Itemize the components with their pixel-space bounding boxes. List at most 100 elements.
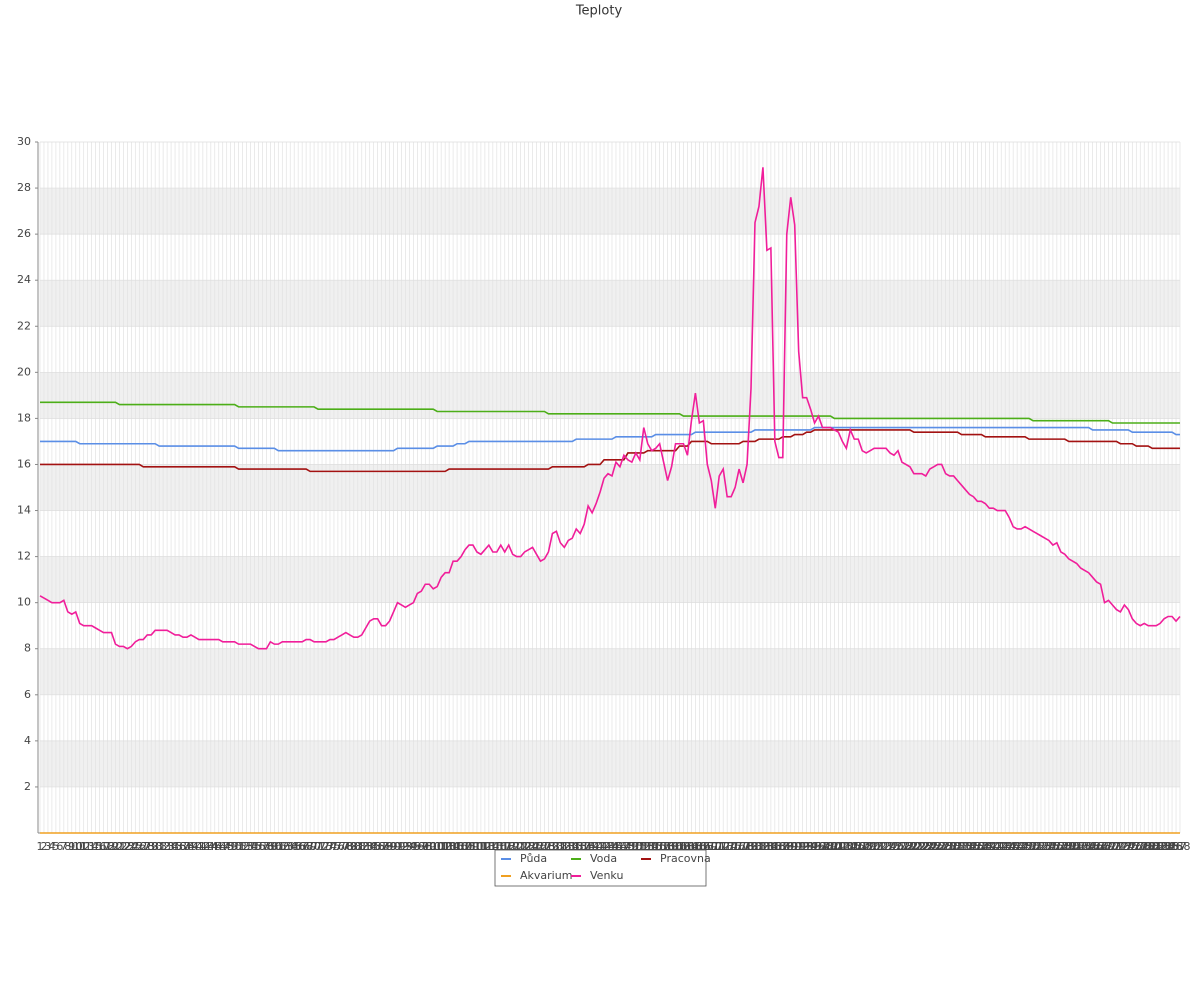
x-tick-label: 31 xyxy=(152,840,166,853)
x-tick-label: 109 xyxy=(458,840,479,853)
x-tick-label: 112 xyxy=(470,840,491,853)
x-tick-label: 91 xyxy=(390,840,404,853)
x-tick-label: 55 xyxy=(247,840,261,853)
x-tick-label: 68 xyxy=(299,840,313,853)
x-tick-label: 262 xyxy=(1066,840,1087,853)
x-tick-label: 1 xyxy=(37,840,44,853)
x-tick-label: 253 xyxy=(1030,840,1051,853)
x-tick-label: 249 xyxy=(1015,840,1036,853)
x-tick-label: 183 xyxy=(752,840,773,853)
x-tick-label: 29 xyxy=(144,840,158,853)
x-tick-label: 39 xyxy=(184,840,198,853)
x-tick-label: 229 xyxy=(935,840,956,853)
x-tick-label: 79 xyxy=(343,840,357,853)
x-tick-label: 75 xyxy=(327,840,341,853)
x-tick-label: 255 xyxy=(1038,840,1059,853)
x-tick-label: 56 xyxy=(251,840,265,853)
x-tick-label: 5 xyxy=(52,840,59,853)
x-tick-label: 83 xyxy=(359,840,373,853)
x-tick-label: 3 xyxy=(44,840,51,853)
x-tick-label: 240 xyxy=(979,840,1000,853)
y-tick-label: 10 xyxy=(17,596,31,609)
x-tick-label: 245 xyxy=(999,840,1020,853)
x-tick-label: 105 xyxy=(443,840,464,853)
x-tick-label: 47 xyxy=(216,840,230,853)
x-tick-label: 263 xyxy=(1070,840,1091,853)
x-tick-label: 52 xyxy=(236,840,250,853)
x-tick-label: 28 xyxy=(140,840,154,853)
x-tick-label: 228 xyxy=(931,840,952,853)
y-tick-label: 28 xyxy=(17,181,31,194)
x-tick-label: 252 xyxy=(1027,840,1048,853)
grid-band xyxy=(40,740,1180,787)
x-tick-label: 18 xyxy=(101,840,115,853)
x-tick-label: 65 xyxy=(287,840,301,853)
x-tick-label: 231 xyxy=(943,840,964,853)
x-tick-label: 21 xyxy=(112,840,126,853)
x-tick-label: 205 xyxy=(840,840,861,853)
x-tick-label: 201 xyxy=(824,840,845,853)
y-tick-label: 26 xyxy=(17,227,31,240)
x-tick-label: 110 xyxy=(462,840,483,853)
x-tick-label: 257 xyxy=(1046,840,1067,853)
x-tick-label: 272 xyxy=(1106,840,1127,853)
x-tick-label: 214 xyxy=(876,840,897,853)
x-tick-label: 198 xyxy=(812,840,833,853)
x-tick-label: 87 xyxy=(375,840,389,853)
x-tick-label: 282 xyxy=(1146,840,1167,853)
x-tick-label: 11 xyxy=(73,840,87,853)
x-tick-label: 177 xyxy=(729,840,750,853)
x-tick-label: 208 xyxy=(852,840,873,853)
x-tick-label: 45 xyxy=(208,840,222,853)
y-tick-label: 30 xyxy=(17,135,31,148)
x-tick-label: 77 xyxy=(335,840,349,853)
x-tick-label: 192 xyxy=(788,840,809,853)
legend-label: Voda xyxy=(590,852,617,865)
x-tick-label: 174 xyxy=(717,840,738,853)
x-tick-label: 96 xyxy=(410,840,424,853)
x-tick-label: 277 xyxy=(1126,840,1147,853)
x-tick-label: 16 xyxy=(93,840,107,853)
x-tick-label: 113 xyxy=(474,840,495,853)
grid-band xyxy=(40,464,1180,511)
x-tick-label: 36 xyxy=(172,840,186,853)
x-tick-label: 22 xyxy=(116,840,130,853)
x-tick-label: 78 xyxy=(339,840,353,853)
y-tick-label: 6 xyxy=(24,688,31,701)
x-tick-label: 7 xyxy=(60,840,67,853)
x-tick-label: 244 xyxy=(995,840,1016,853)
x-tick-label: 223 xyxy=(911,840,932,853)
x-tick-label: 86 xyxy=(371,840,385,853)
x-tick-label: 271 xyxy=(1102,840,1123,853)
y-tick-label: 20 xyxy=(17,365,31,378)
legend-label: Půda xyxy=(520,852,547,865)
x-tick-label: 95 xyxy=(406,840,420,853)
x-tick-label: 187 xyxy=(768,840,789,853)
x-tick-label: 274 xyxy=(1114,840,1135,853)
x-tick-label: 9 xyxy=(68,840,75,853)
x-tick-label: 175 xyxy=(721,840,742,853)
x-tick-label: 235 xyxy=(959,840,980,853)
x-tick-label: 213 xyxy=(872,840,893,853)
x-tick-label: 191 xyxy=(784,840,805,853)
x-tick-label: 225 xyxy=(919,840,940,853)
y-tick-label: 8 xyxy=(24,642,31,655)
x-tick-label: 243 xyxy=(991,840,1012,853)
x-tick-label: 239 xyxy=(975,840,996,853)
x-tick-label: 266 xyxy=(1082,840,1103,853)
x-tick-label: 193 xyxy=(792,840,813,853)
x-tick-label: 241 xyxy=(983,840,1004,853)
x-tick-label: 70 xyxy=(307,840,321,853)
x-tick-label: 196 xyxy=(804,840,825,853)
legend-box xyxy=(494,849,707,887)
x-tick-label: 226 xyxy=(923,840,944,853)
x-tick-label: 176 xyxy=(725,840,746,853)
x-tick-label: 104 xyxy=(439,840,460,853)
x-tick-label: 270 xyxy=(1098,840,1119,853)
x-tick-label: 212 xyxy=(868,840,889,853)
x-tick-label: 25 xyxy=(128,840,142,853)
x-tick-label: 50 xyxy=(228,840,242,853)
x-tick-label: 261 xyxy=(1062,840,1083,853)
x-tick-label: 76 xyxy=(331,840,345,853)
